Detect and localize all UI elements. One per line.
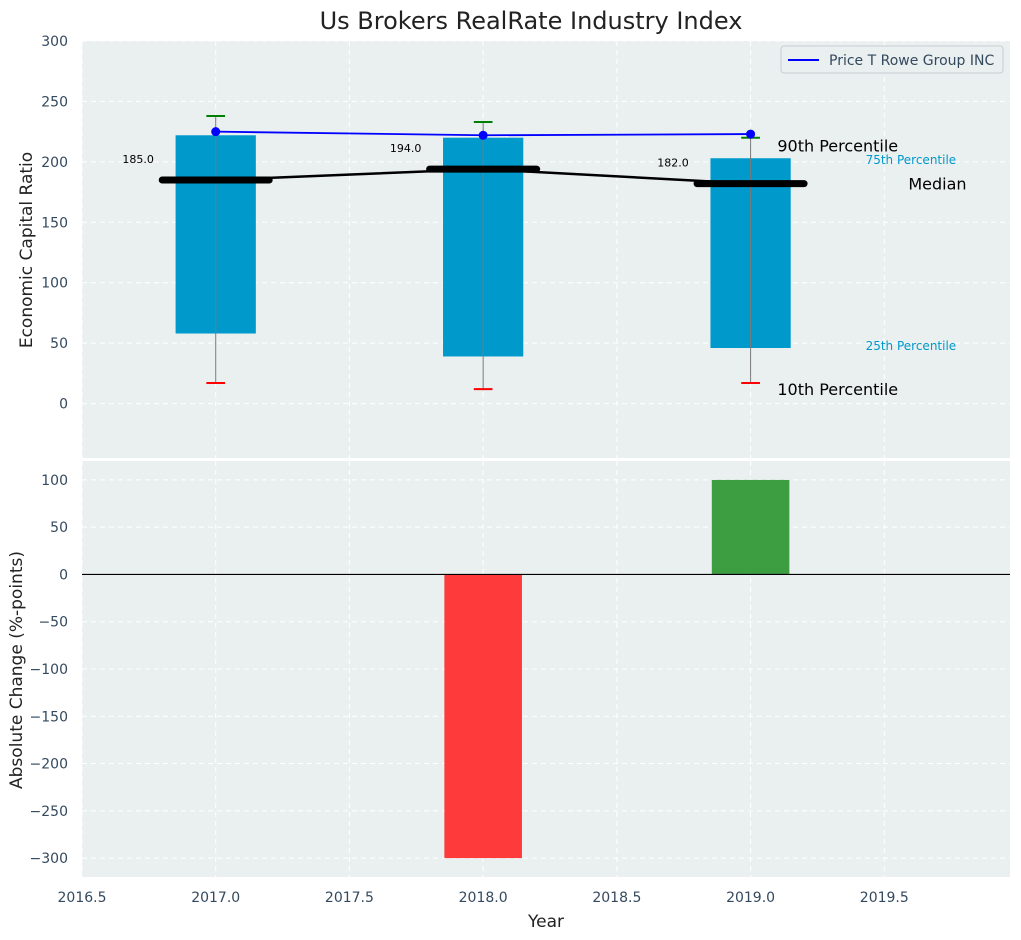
x-tick-label: 2018.5: [592, 890, 641, 906]
x-tick-label: 2017.5: [325, 890, 374, 906]
top-y-tick-label: 150: [41, 215, 68, 231]
top-y-tick-label: 0: [59, 397, 68, 413]
bottom-y-tick-label: 50: [50, 520, 68, 536]
top-y-tick-label: 300: [41, 34, 68, 50]
bottom-y-tick-label: −300: [30, 851, 68, 867]
company-point-2018: [478, 130, 488, 140]
top-y-tick-label: 200: [41, 155, 68, 171]
legend: Price T Rowe Group INC: [780, 45, 1004, 74]
x-tick-label: 2017.0: [191, 890, 240, 906]
annotation-p75: 75th Percentile: [866, 153, 957, 167]
change-bar-2018: [444, 574, 522, 859]
x-tick-label: 2019.5: [860, 890, 909, 906]
bottom-y-tick-label: −150: [30, 709, 68, 725]
x-tick-label: 2018.0: [459, 890, 508, 906]
bottom-y-tick-label: −100: [30, 662, 68, 678]
legend-box: [780, 45, 1004, 74]
bottom-y-tick-label: −250: [30, 804, 68, 820]
x-axis: 2016.5 2017.0 2017.5 2018.0 2018.5 2019.0 2019…: [58, 890, 909, 906]
annotation-p10: 10th Percentile: [777, 380, 898, 399]
legend-label: Price T Rowe Group INC: [829, 53, 994, 69]
median-value-label: 194.0: [390, 142, 422, 155]
annotation-p90: 90th Percentile: [777, 137, 898, 156]
bottom-y-tick-label: 0: [59, 567, 68, 583]
company-point-2017: [211, 127, 221, 137]
top-y-tick-label: 250: [41, 94, 68, 110]
bottom-y-tick-label: −200: [30, 757, 68, 773]
annotation-median: Median: [908, 175, 966, 194]
x-tick-label: 2016.5: [58, 890, 107, 906]
top-y-tick-label: 50: [50, 336, 68, 352]
median-value-label: 182.0: [657, 157, 689, 170]
bottom-y-tick-label: 100: [41, 473, 68, 489]
annotation-p25: 25th Percentile: [866, 339, 957, 353]
x-axis-label: Year: [527, 912, 564, 932]
bottom-y-axis: 100 50 0 −50 −100 −150 −200 −250 −300: [30, 473, 68, 867]
top-y-tick-label: 100: [41, 276, 68, 292]
company-point-2019: [746, 129, 756, 139]
median-value-label: 185.0: [122, 153, 154, 166]
top-y-axis-label: Economic Capital Ratio: [17, 152, 37, 348]
x-tick-label: 2019.0: [726, 890, 775, 906]
bottom-y-tick-label: −50: [38, 615, 68, 631]
change-bar-2019: [711, 479, 790, 575]
bottom-y-axis-label: Absolute Change (%-points): [7, 551, 27, 789]
change-bars: [82, 479, 1010, 859]
chart-title: Us Brokers RealRate Industry Index: [320, 7, 743, 35]
top-y-axis: 0 50 100 150 200 250 300: [41, 34, 68, 413]
